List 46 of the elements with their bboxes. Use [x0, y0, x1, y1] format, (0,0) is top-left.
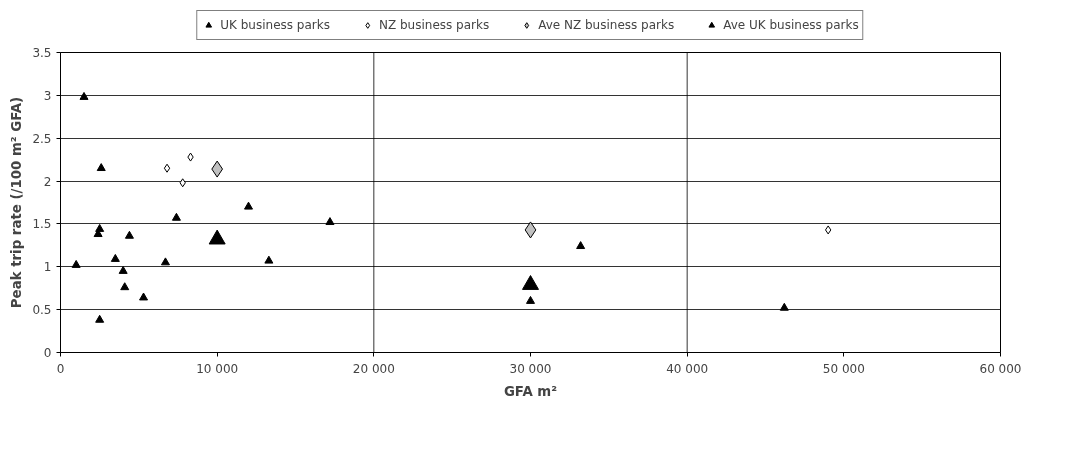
point — [325, 217, 335, 226]
y-tick-label: 2.5 — [32, 131, 52, 146]
point — [79, 91, 89, 100]
point — [208, 229, 226, 245]
legend-label: Ave NZ business parks — [538, 18, 675, 32]
legend-label: NZ business parks — [378, 18, 490, 32]
legend-label: Ave UK business parks — [723, 18, 859, 32]
point — [96, 163, 106, 172]
point — [179, 178, 186, 188]
point — [187, 152, 194, 162]
point — [825, 225, 832, 235]
x-tick-label: 10 000 — [196, 361, 239, 376]
point — [163, 163, 171, 173]
y-axis-title: Peak trip rate (/100 m² GFA) — [9, 96, 25, 309]
point — [524, 221, 537, 239]
y-tick-label: 2 — [43, 174, 52, 189]
y-tick-label: 1 — [43, 260, 52, 275]
point — [576, 241, 586, 250]
point — [244, 201, 253, 210]
point — [71, 259, 81, 268]
x-axis-title: GFA m² — [503, 383, 558, 399]
point — [139, 292, 149, 301]
point — [779, 302, 789, 311]
point — [95, 314, 105, 323]
x-tick-label: 0 — [56, 361, 65, 376]
y-tick-label: 0 — [43, 346, 52, 360]
point — [526, 295, 535, 304]
point — [171, 212, 181, 221]
point — [522, 275, 539, 290]
x-tick-label: 50 000 — [822, 361, 865, 376]
point — [95, 223, 105, 232]
point — [124, 230, 134, 239]
point — [120, 282, 130, 291]
x-tick-label: 40 000 — [666, 361, 709, 376]
y-tick-label: 3 — [43, 88, 52, 103]
y-tick-label: 1.5 — [32, 217, 52, 232]
x-tick-label: 30 000 — [509, 361, 552, 376]
legend-label: UK business parks — [220, 18, 330, 32]
x-tick-label: 60 000 — [979, 361, 1022, 376]
point — [118, 265, 128, 274]
point — [264, 255, 274, 264]
y-tick-label: 3.5 — [32, 46, 52, 60]
point — [160, 257, 170, 266]
y-tick-label: 0.5 — [32, 303, 52, 318]
x-tick-label: 20 000 — [352, 361, 395, 376]
point — [110, 253, 120, 262]
